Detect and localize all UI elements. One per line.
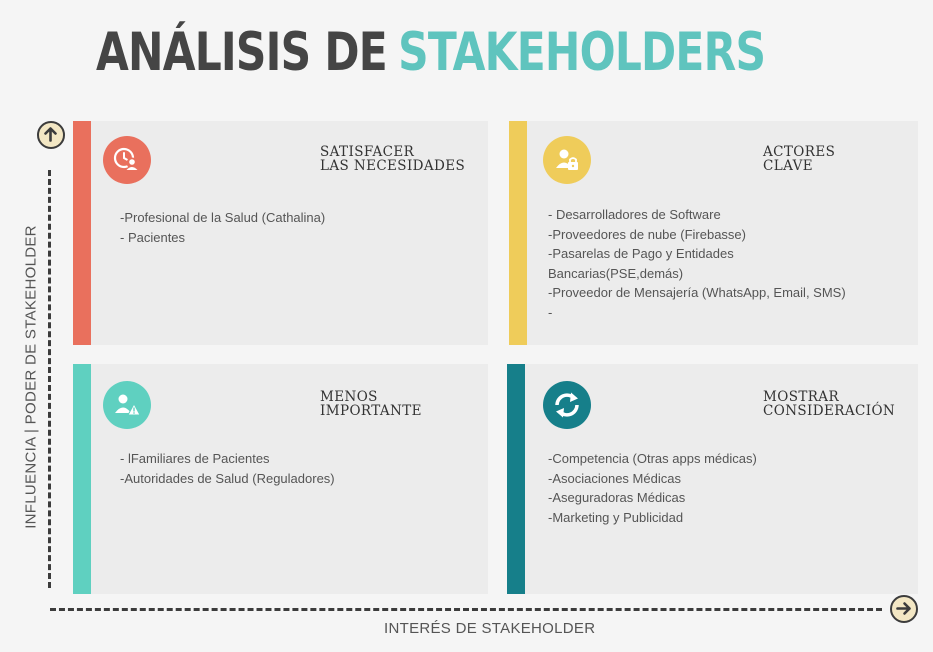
user-lock-icon (543, 136, 591, 184)
quadrant-title: ACTORES CLAVE (763, 144, 836, 174)
list-item: -Aseguradoras Médicas (548, 490, 686, 506)
y-axis-line (48, 170, 51, 588)
list-item: -Proveedor de Mensajería (WhatsApp, Emai… (548, 285, 846, 301)
list-item: - Pacientes (120, 229, 186, 245)
stakeholder-list: - lFamiliares de Pacientes -Autoridades … (120, 449, 460, 488)
stakeholder-list: -Profesional de la Salud (Cathalina) - P… (120, 208, 460, 247)
list-item: -Asociaciones Médicas (548, 470, 681, 486)
refresh-icon (543, 381, 591, 429)
x-axis-label: INTERÉS DE STAKEHOLDER (384, 620, 596, 637)
list-item: -Proveedores de nube (Firebasse) (548, 226, 746, 242)
list-item: -Autoridades de Salud (Reguladores) (120, 470, 335, 486)
y-axis-label: INFLUENCIA | PODER DE STAKEHOLDER (22, 225, 40, 529)
quadrant-title: MENOS IMPORTANTE (320, 389, 422, 419)
x-axis-line (50, 608, 882, 611)
quadrant-show-consideration: MOSTRAR CONSIDERACIÓN -Competencia (Otra… (507, 364, 918, 594)
page-title: ANÁLISIS DE STAKEHOLDERS (96, 18, 766, 88)
quadrant-color-bar (509, 121, 527, 345)
quadrant-least-important: MENOS IMPORTANTE - lFamiliares de Pacien… (73, 364, 488, 594)
list-item: - Desarrolladores de Software (548, 207, 721, 222)
clock-user-icon (103, 136, 151, 184)
quadrant-title: SATISFACER LAS NECESIDADES (320, 144, 466, 174)
quadrant-color-bar (73, 121, 91, 345)
quadrant-color-bar (507, 364, 525, 594)
list-item: -Competencia (Otras apps médicas) (548, 451, 757, 466)
list-item: -Marketing y Publicidad (548, 509, 684, 525)
quadrant-satisfy-needs: SATISFACER LAS NECESIDADES -Profesional … (73, 121, 488, 345)
quadrant-color-bar (73, 364, 91, 594)
quadrant-key-players: ACTORES CLAVE - Desarrolladores de Softw… (509, 121, 918, 345)
list-item: - (548, 304, 553, 320)
quadrant-title: MOSTRAR CONSIDERACIÓN (763, 389, 896, 419)
stakeholder-list: - Desarrolladores de Software -Proveedor… (548, 205, 868, 323)
list-item: - lFamiliares de Pacientes (120, 451, 270, 466)
list-item: -Profesional de la Salud (Cathalina) (120, 210, 326, 225)
list-item: -Pasarelas de Pago y Entidades Bancarias… (548, 246, 734, 281)
title-part-2: STAKEHOLDERS (398, 22, 766, 83)
user-warning-icon (103, 381, 151, 429)
arrow-right-icon (890, 595, 918, 623)
title-part-1: ANÁLISIS DE (96, 22, 388, 83)
arrow-up-icon (37, 121, 65, 149)
stakeholder-list: -Competencia (Otras apps médicas) -Asoci… (548, 449, 878, 527)
